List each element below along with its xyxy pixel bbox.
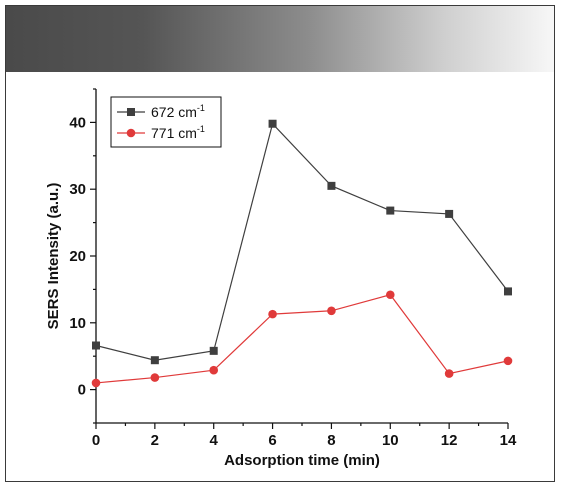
x-tick-label: 6 (268, 432, 276, 449)
x-tick-label: 4 (210, 432, 219, 449)
data-point-square (268, 119, 277, 128)
data-point-circle (327, 306, 336, 316)
data-point-circle (268, 309, 277, 319)
x-tick-label: 10 (382, 432, 399, 449)
y-tick-label: 20 (69, 248, 86, 265)
data-point-square (92, 341, 100, 350)
series-layer (91, 119, 513, 388)
data-point-circle (91, 378, 101, 388)
header-band (6, 6, 554, 72)
data-point-square (327, 181, 336, 190)
y-tick-label: 10 (69, 315, 86, 332)
x-tick-label: 14 (500, 432, 517, 449)
y-tick-label: 40 (69, 114, 86, 131)
legend: 672 cm-1 771 cm-1 (110, 96, 222, 148)
data-point-square (504, 287, 512, 296)
y-tick-label: 0 (78, 382, 86, 399)
axes: 0 10 20 30 40 0 2 4 6 8 10 12 14 (69, 88, 517, 449)
legend-marker-circle (126, 128, 136, 138)
data-point-circle (209, 365, 219, 375)
x-tick-label: 2 (151, 432, 159, 449)
data-point-square (150, 356, 159, 365)
legend-box (110, 96, 222, 148)
x-tick-label: 0 (92, 432, 100, 449)
data-point-square (445, 209, 454, 218)
y-tick-label: 30 (69, 181, 86, 198)
data-point-circle (444, 369, 454, 378)
x-tick-label: 12 (441, 432, 458, 449)
legend-label: 771 cm-1 (151, 124, 205, 141)
series-line-0 (95, 122, 509, 361)
data-point-circle (503, 356, 513, 366)
figure-frame (5, 5, 555, 482)
x-axis-title: Adsorption time (min) (224, 452, 380, 469)
series-line-1 (95, 294, 509, 384)
data-point-circle (385, 290, 395, 300)
data-point-square (209, 346, 218, 355)
data-point-circle (150, 373, 160, 382)
y-axis-title: SERS Intensity (a.u.) (45, 183, 62, 330)
legend-label: 672 cm-1 (151, 103, 205, 120)
data-point-square (386, 206, 395, 215)
x-tick-label: 8 (327, 432, 335, 449)
legend-marker-square (127, 108, 135, 116)
